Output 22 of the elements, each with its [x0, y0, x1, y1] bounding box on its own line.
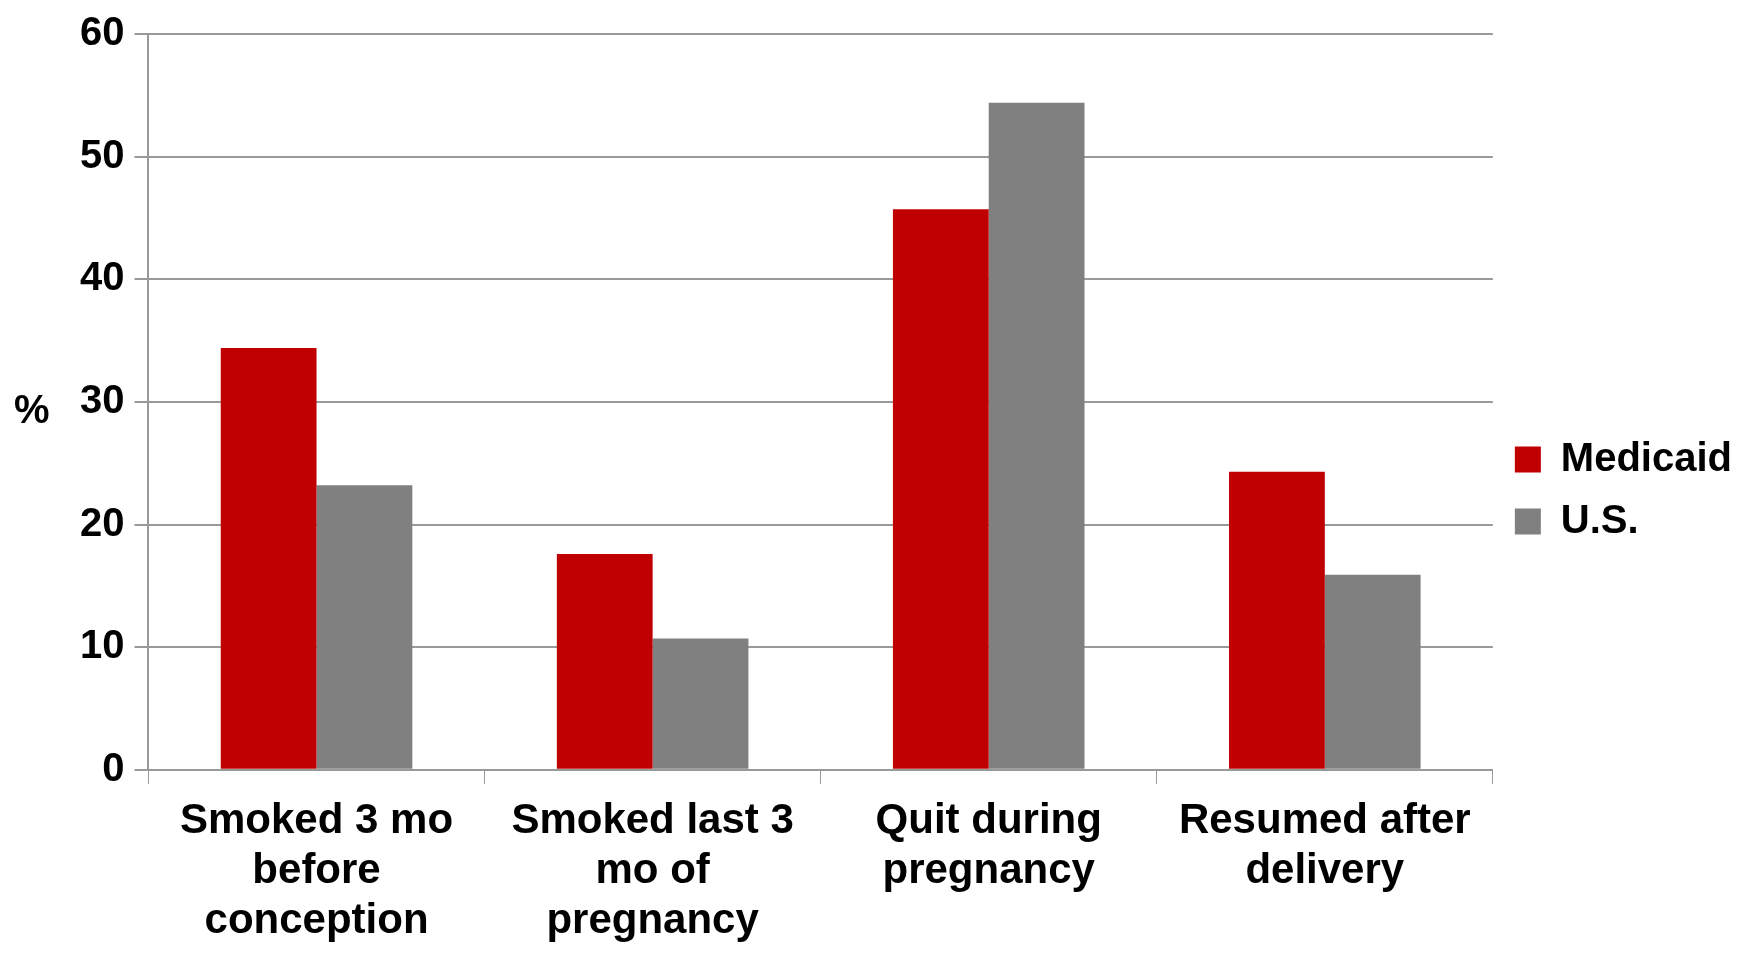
bar [892, 209, 989, 769]
legend-label: Medicaid [1560, 434, 1732, 479]
x-tick-label: Quit during pregnancy [875, 794, 1102, 892]
x-tick-label: Smoked last 3 mo of pregnancy [511, 794, 794, 943]
bar [316, 485, 413, 769]
x-tick-label: Smoked 3 mo before conception [179, 794, 454, 943]
y-tick-label: 0 [102, 744, 125, 789]
bar [220, 347, 317, 769]
bar [556, 553, 653, 769]
bar [1229, 471, 1325, 769]
y-tick-label: 10 [79, 622, 125, 667]
y-axis-title: % [14, 386, 50, 431]
y-tick-label: 40 [79, 254, 125, 299]
x-tick-label: Resumed after delivery [1178, 794, 1471, 892]
y-tick-label: 30 [79, 376, 125, 421]
y-tick-label: 20 [79, 499, 125, 544]
y-tick-label: 50 [79, 131, 125, 176]
y-tick-label: 60 [79, 9, 125, 54]
bar [652, 638, 749, 769]
bar [1324, 574, 1421, 769]
legend-label: U.S. [1560, 496, 1639, 541]
bar [988, 102, 1085, 769]
